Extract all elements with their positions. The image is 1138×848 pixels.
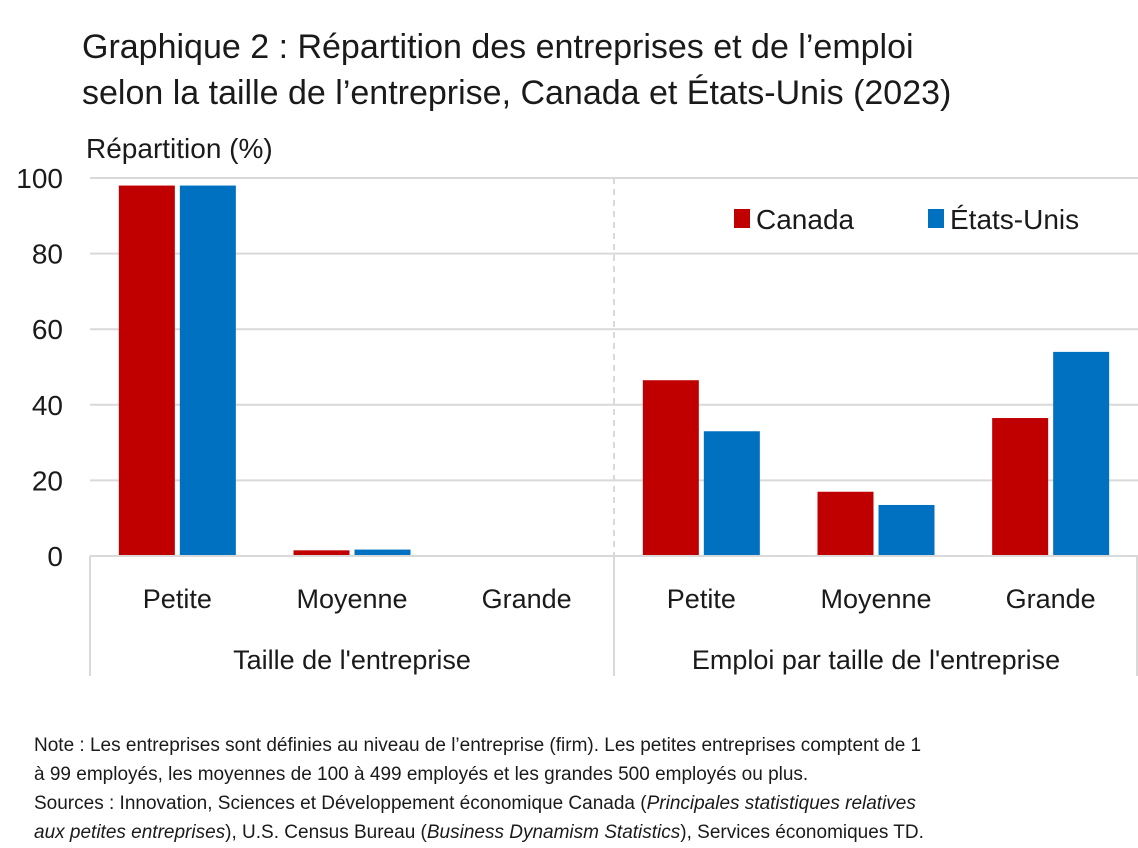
bar-canada [293, 550, 350, 556]
chart-title-line-1: Graphique 2 : Répartition des entreprise… [82, 28, 914, 66]
x-tick-label: Petite [667, 584, 736, 614]
chart-title-line-2: selon la taille de l’entreprise, Canada … [82, 74, 952, 112]
y-tick-label: 40 [32, 390, 63, 421]
y-axis-label: Répartition (%) [86, 133, 273, 164]
bar-etats-unis [703, 431, 760, 556]
chart-title: Graphique 2 : Répartition des entreprise… [82, 24, 1122, 116]
y-tick-label: 20 [32, 465, 63, 496]
sources-text-3: ), Services économiques TD. [680, 822, 924, 843]
y-tick-label: 0 [47, 541, 63, 572]
x-tick-label: Moyenne [820, 584, 931, 614]
bar-canada [118, 185, 175, 556]
sources-line-1: Sources : Innovation, Sciences et Dévelo… [34, 789, 1124, 818]
bar-etats-unis [1053, 351, 1110, 556]
legend-swatch-canada [734, 209, 750, 228]
sources-text-2: ), U.S. Census Bureau ( [225, 822, 427, 843]
y-tick-label: 100 [16, 163, 63, 194]
y-tick-label: 60 [32, 314, 63, 345]
bar-canada [992, 418, 1049, 556]
sources-title-1b: aux petites entreprises [34, 822, 226, 843]
x-group-label: Emploi par taille de l'entreprise [692, 645, 1060, 675]
bar-etats-unis [878, 504, 935, 556]
sources-line-2: aux petites entreprises), U.S. Census Bu… [34, 818, 1124, 847]
sources-text-1: Sources : Innovation, Sciences et Dévelo… [34, 793, 647, 814]
legend-label: Canada [756, 204, 855, 235]
bar-chart: 0 20 40 60 80 100 Petite Moyenne Grande Taille de… [16, 163, 1138, 676]
sources-title-1a: Principales statistiques relatives [646, 793, 916, 814]
bar-etats-unis [354, 549, 411, 556]
legend-label: États-Unis [950, 204, 1079, 235]
bar-canada [817, 491, 874, 556]
legend-swatch-etats-unis [928, 209, 944, 228]
y-tick-label: 80 [32, 239, 63, 270]
bar-canada [642, 380, 699, 556]
x-tick-label: Petite [143, 584, 212, 614]
chart-notes: Note : Les entreprises sont définies au … [34, 731, 1124, 847]
note-line-1: Note : Les entreprises sont définies au … [34, 735, 922, 756]
x-tick-label: Grande [1006, 584, 1096, 614]
x-group-label: Taille de l'entreprise [233, 645, 471, 675]
x-tick-label: Moyenne [296, 584, 407, 614]
note-line-2: à 99 employés, les moyennes de 100 à 499… [34, 764, 809, 785]
sources-title-2: Business Dynamism Statistics [426, 822, 681, 843]
x-tick-label: Grande [482, 584, 572, 614]
bar-etats-unis [179, 185, 236, 556]
